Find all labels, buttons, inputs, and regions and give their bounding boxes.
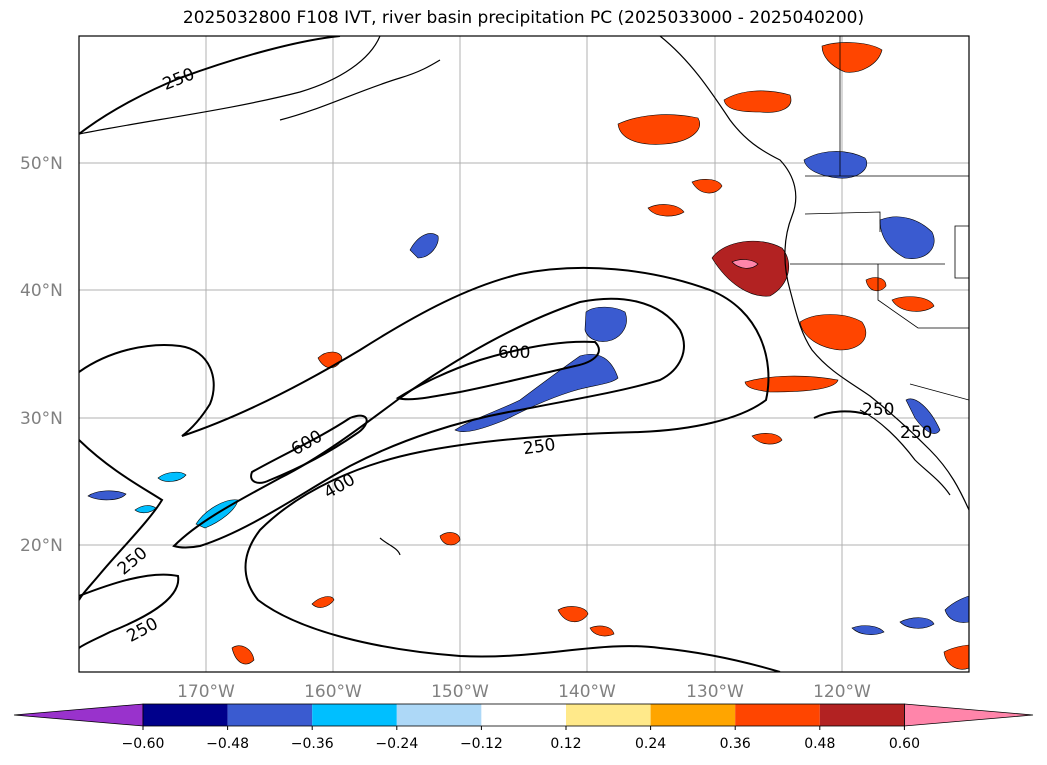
colorbar-tick-label: 0.24 (635, 736, 666, 752)
contour-label: 250 (862, 400, 894, 420)
positive-anomaly-region (311, 596, 335, 608)
negative-anomaly-region (851, 625, 885, 635)
positive-anomaly-region (865, 277, 887, 292)
positive-anomaly-region (731, 259, 759, 269)
negative-anomaly-region (157, 471, 187, 482)
political-borders (790, 36, 969, 401)
negative-anomaly-region (454, 354, 619, 432)
colorbar-tick-label: −0.60 (122, 736, 165, 752)
positive-anomaly-region (821, 42, 883, 73)
colorbar-segment (312, 704, 397, 726)
contour-label: 250 (900, 423, 932, 443)
negative-anomaly-region (409, 233, 439, 259)
positive-anomaly-region (711, 240, 789, 297)
colorbar-tick-label: −0.24 (375, 736, 418, 752)
lon-label-140w: 140°W (558, 682, 616, 702)
ivt-contour-400 (172, 297, 685, 549)
positive-anomaly-region (751, 433, 783, 445)
colorbar-tick-label: 0.48 (804, 736, 835, 752)
ivt-contour-250-southwest (79, 573, 180, 649)
colorbar-segment (481, 704, 566, 726)
positive-anomaly-region (891, 296, 935, 312)
colorbar-segment (396, 704, 482, 726)
ivt-contour-250-west (79, 439, 164, 601)
colorbar-segment (735, 704, 820, 726)
positive-anomaly-region (231, 645, 255, 665)
ivt-contour-250-north (79, 36, 341, 135)
ivt-contours (79, 36, 867, 672)
ivt-contour-250-main (79, 266, 781, 672)
colorbar-frame (142, 703, 905, 727)
colorbar-extend-max (904, 703, 1034, 727)
colorbar-tick-label: 0.36 (720, 736, 751, 752)
colorbar-segment (566, 704, 651, 726)
negative-anomaly-region (905, 398, 941, 434)
positive-anomaly-region (589, 625, 615, 637)
positive-anomaly-region (723, 90, 792, 113)
negative-anomaly-region (803, 151, 867, 179)
lat-label-50n: 50°N (20, 154, 63, 174)
positive-anomaly-region (943, 644, 969, 670)
longitude-labels: 170°W 160°W 150°W 140°W 130°W 120°W (177, 682, 871, 702)
figure-title: 2025032800 F108 IVT, river basin precipi… (182, 8, 865, 28)
lon-label-160w: 160°W (304, 682, 362, 702)
negative-anomaly-region (87, 490, 127, 501)
positive-anomaly-region (647, 204, 685, 217)
lat-label-30n: 30°N (20, 409, 63, 429)
colorbar-tick-label: −0.48 (206, 736, 249, 752)
ivt-contour-600-west (250, 414, 368, 484)
positive-anomaly-region (557, 606, 589, 623)
latitude-labels: 50°N 40°N 30°N 20°N (20, 154, 63, 556)
lat-label-20n: 20°N (20, 536, 63, 556)
colorbar-tick-labels: −0.60 −0.48 −0.36 −0.24 −0.12 0.12 0.24 0.36 0.4… (122, 726, 920, 752)
positive-anomaly-region (799, 314, 867, 351)
positive-anomaly-region (439, 532, 461, 546)
lon-label-150w: 150°W (431, 682, 489, 702)
colorbar-tick-label: 0.12 (550, 736, 581, 752)
negative-anomaly-region (899, 617, 935, 629)
negative-anomaly-region (879, 216, 935, 259)
contour-label: 600 (498, 343, 530, 363)
colorbar-tick-label: 0.60 (889, 736, 920, 752)
positive-anomaly-region (617, 114, 700, 145)
lon-label-130w: 130°W (686, 682, 744, 702)
colorbar-segment (650, 704, 736, 726)
ivt-contour-250-east (813, 410, 867, 419)
colorbar-segment (143, 704, 228, 726)
colorbar-tick-label: −0.12 (460, 736, 503, 752)
positive-anomaly-region (691, 179, 723, 194)
coastlines (79, 36, 969, 556)
negative-anomaly-region (584, 306, 627, 342)
colorbar-extend-min (13, 703, 144, 727)
negative-anomaly-region (944, 595, 969, 623)
colorbar-segment (819, 704, 905, 726)
lat-label-40n: 40°N (20, 281, 63, 301)
lon-label-170w: 170°W (177, 682, 235, 702)
map-frame (78, 35, 970, 673)
contour-label: 250 (522, 435, 557, 459)
ivt-contour-600-east (395, 340, 600, 401)
colorbar-segment (227, 704, 313, 726)
colorbar-tick-label: −0.36 (291, 736, 334, 752)
map-background (79, 36, 969, 672)
colorbar (13, 703, 1034, 727)
lon-label-120w: 120°W (813, 682, 871, 702)
